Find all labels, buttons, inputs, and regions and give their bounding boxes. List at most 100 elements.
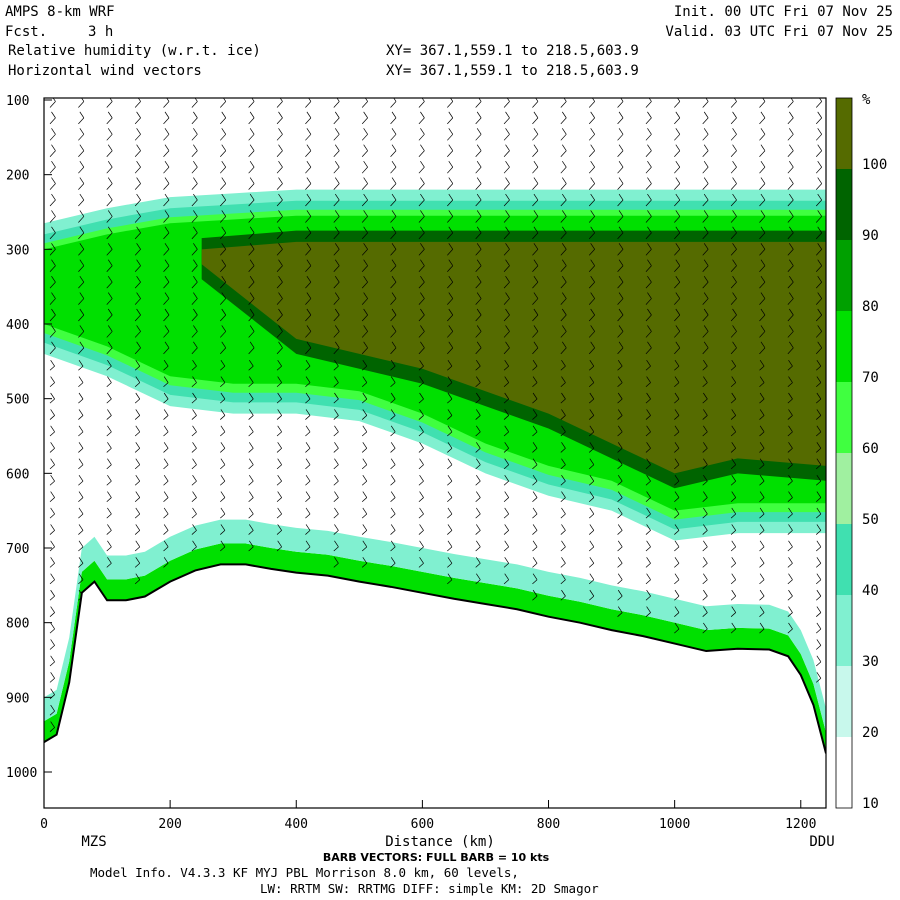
wind-barb: [106, 497, 112, 502]
wind-barb-flag: [674, 425, 680, 433]
wind-barb: [390, 448, 396, 453]
wind-barb: [333, 216, 340, 223]
wind-barb: [333, 448, 339, 453]
wind-barb: [645, 480, 651, 486]
wind-barb-flag: [220, 359, 226, 367]
wind-barb-flag: [817, 226, 822, 234]
wind-barb: [787, 546, 793, 552]
wind-barb-flag: [107, 442, 112, 449]
wind-barb: [815, 134, 822, 141]
wind-barb-flag: [646, 458, 651, 465]
wind-barb: [816, 497, 822, 502]
wind-barb-flag: [760, 243, 766, 250]
wind-barb: [560, 281, 567, 289]
wind-barb-flag: [732, 128, 737, 135]
wind-barb: [560, 563, 566, 568]
wind-barb: [503, 298, 510, 305]
wind-barb-flag: [249, 308, 255, 316]
wind-barb-flag: [334, 507, 339, 515]
wind-barb: [447, 415, 453, 420]
wind-barb-flag: [78, 442, 84, 449]
wind-barb-flag: [420, 325, 425, 332]
wind-barb-flag: [78, 458, 84, 465]
wind-barb-flag: [249, 177, 255, 184]
wind-barb-flag: [305, 507, 311, 515]
wind-barb-flag: [533, 275, 539, 283]
wind-barb-flag: [532, 409, 538, 416]
wind-barb-flag: [703, 491, 708, 498]
wind-barb: [674, 265, 681, 272]
wind-barb: [674, 117, 681, 125]
wind-barb: [78, 431, 84, 437]
wind-barb-flag: [278, 275, 283, 283]
wind-barb: [78, 183, 85, 190]
wind-barb: [305, 265, 312, 272]
wind-barb-flag: [277, 359, 282, 367]
wind-barb-flag: [589, 409, 595, 416]
wind-barb: [475, 298, 482, 305]
wind-barb: [447, 563, 453, 568]
wind-barb-flag: [164, 177, 170, 184]
wind-barb: [276, 232, 283, 240]
wind-barb: [333, 249, 340, 256]
wind-barb: [588, 415, 595, 420]
terrain-fill: [44, 564, 826, 808]
wind-barb: [305, 249, 312, 256]
wind-barb-flag: [646, 359, 651, 367]
wind-barb-flag: [589, 359, 595, 367]
x-axis-label: Distance (km): [385, 834, 495, 850]
wind-barb: [361, 480, 368, 486]
wind-barb-flag: [561, 458, 566, 465]
wind-barb: [134, 150, 141, 157]
wind-barb: [645, 183, 652, 190]
wind-barb: [730, 415, 736, 420]
model-title: AMPS 8-km WRF: [5, 4, 115, 20]
wind-barb-flag: [760, 308, 766, 316]
wind-barb-flag: [107, 292, 113, 299]
wind-barb-flag: [562, 128, 567, 135]
wind-barb: [305, 480, 311, 486]
wind-barb: [220, 150, 227, 157]
wind-barb-flag: [561, 442, 566, 449]
wind-barb: [588, 448, 595, 453]
wind-barb: [787, 199, 794, 207]
wind-barb-flag: [817, 341, 822, 349]
wind-barb: [191, 265, 198, 272]
wind-barb: [447, 199, 454, 207]
wind-barb: [588, 365, 595, 371]
wind-barb-flag: [136, 193, 141, 201]
wind-barb-flag: [334, 308, 340, 316]
wind-barb: [49, 480, 55, 486]
wind-barb-flag: [788, 589, 793, 597]
colorbar-swatch: [836, 169, 852, 240]
wind-barb: [191, 347, 198, 355]
wind-barb-flag: [590, 160, 595, 168]
wind-barb-flag: [447, 524, 453, 531]
wind-barb-flag: [817, 243, 822, 250]
wind-barb-flag: [334, 111, 340, 119]
wind-barb-flag: [731, 474, 737, 482]
wind-barb: [361, 183, 368, 190]
wind-barb: [503, 249, 510, 256]
wind-barb: [787, 232, 794, 240]
wind-barb: [134, 314, 141, 322]
wind-barb: [588, 298, 595, 305]
wind-barb: [447, 382, 453, 387]
physics-info: LW: RRTM SW: RRTMG DIFF: simple KM: 2D S…: [260, 881, 599, 896]
wind-barb: [276, 347, 283, 355]
wind-barb-flag: [391, 177, 397, 184]
wind-barb-flag: [305, 524, 311, 531]
wind-barb-flag: [504, 573, 509, 580]
wind-barb-flag: [504, 524, 509, 531]
wind-barb-flag: [277, 425, 282, 433]
wind-barb-flag: [504, 540, 509, 548]
wind-barb: [759, 563, 765, 568]
wind-barb-flag: [306, 259, 312, 266]
wind-barb-flag: [703, 557, 708, 564]
wind-barb: [276, 431, 282, 437]
wind-barb: [220, 265, 227, 272]
wind-barb: [49, 183, 56, 190]
wind-barb: [276, 134, 283, 141]
wind-barb: [787, 431, 793, 437]
wind-barb: [276, 480, 282, 486]
